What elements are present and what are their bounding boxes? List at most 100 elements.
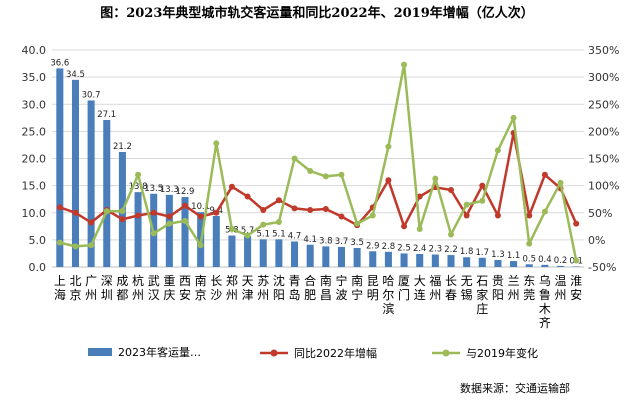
series-point-2: [291, 155, 298, 162]
x-category-label: 合肥: [304, 273, 316, 302]
series-point-1: [88, 219, 95, 226]
x-category-label: 乌鲁木齐: [539, 273, 551, 330]
x-category-label: 淮安: [570, 274, 582, 302]
series-point-2: [119, 208, 126, 215]
x-category-label: 福州: [429, 273, 441, 302]
x-category-label: 厦门: [398, 274, 410, 302]
x-category-label: 上海: [54, 274, 66, 302]
legend: 2023年客运量… 同比2022年增幅 与2019年变化: [88, 345, 538, 360]
x-category-label: 广州: [85, 274, 97, 302]
bar-data-label: 1.7: [476, 248, 490, 258]
x-category-label: 苏州: [257, 274, 269, 302]
bar-data-label: 1.3: [491, 250, 505, 260]
x-category-label: 郑州: [226, 273, 238, 302]
bar: [87, 100, 95, 267]
x-category-label: 大连: [414, 274, 426, 302]
bar: [56, 68, 64, 267]
right-tick-label: 100%: [588, 180, 619, 193]
bar: [463, 257, 471, 267]
series-point-1: [416, 193, 423, 200]
series-point-1: [291, 205, 298, 212]
bar: [181, 197, 189, 267]
bar-labels: 36.6 34.5 30.7 27.1 21.2 13.813.513.312.9 10.1…: [50, 58, 583, 266]
bar: [244, 236, 252, 267]
series-point-2: [494, 147, 501, 154]
series-point-2: [166, 220, 173, 227]
series-point-2: [213, 140, 220, 147]
series-point-2: [103, 208, 110, 215]
x-category-label: 温州: [555, 274, 567, 302]
bar: [337, 246, 345, 267]
bar: [275, 239, 283, 267]
series-point-1: [448, 186, 454, 193]
series-point-1: [228, 183, 235, 190]
left-tick-label: 0.0: [29, 261, 47, 274]
bar-data-label: 2.2: [444, 245, 458, 255]
bar-data-label: 12.9: [176, 187, 195, 197]
series-point-2: [72, 243, 79, 250]
series-point-2: [526, 240, 533, 247]
bar-data-label: 36.6: [50, 58, 69, 68]
series-point-2: [56, 239, 63, 246]
bar-data-label: 21.2: [113, 142, 132, 152]
bar: [510, 261, 518, 267]
series-point-2: [338, 171, 345, 178]
bar-data-label: 2.3: [429, 245, 443, 255]
series-point-2: [463, 201, 470, 208]
right-tick-label: 250%: [588, 98, 619, 111]
bar-data-label: 13.5: [144, 184, 163, 194]
bar: [494, 259, 502, 267]
series-point-2: [307, 167, 314, 174]
left-tick-label: 15.0: [22, 180, 47, 193]
series-point-2: [354, 220, 361, 227]
bar-data-label: 3.5: [350, 238, 364, 248]
legend-marker-1: [270, 349, 278, 357]
bar: [400, 253, 408, 267]
series-point-2: [557, 179, 564, 186]
bar: [322, 246, 330, 267]
x-category-label: 沈阳: [273, 273, 285, 302]
x-category-label: 杭州: [132, 273, 144, 302]
x-category-label: 西安: [179, 274, 191, 302]
left-tick-label: 25.0: [22, 125, 47, 138]
series-point-2: [510, 114, 517, 121]
bar-data-label: 13.3: [160, 185, 179, 195]
series-point-1: [72, 209, 79, 216]
bar: [165, 194, 173, 267]
x-category-label: 昆明: [367, 274, 379, 302]
bar-data-label: 10.1: [191, 202, 210, 212]
series-point-1: [56, 204, 63, 211]
bar: [259, 239, 267, 267]
bar: [384, 251, 392, 267]
series-point-1: [135, 212, 142, 219]
x-category-label: 天津: [242, 274, 254, 302]
left-axis: 0.0 5.0 10.0 15.0 20.0 25.0 30.0 35.0 40.0: [22, 44, 47, 274]
series-point-2: [369, 212, 376, 219]
legend-label-bar: 2023年客运量…: [118, 345, 201, 359]
bar-data-label: 27.1: [97, 110, 116, 120]
series-point-1: [385, 177, 392, 184]
legend-marker-2: [442, 349, 450, 357]
x-category-label: 南昌: [320, 273, 332, 302]
left-tick-label: 40.0: [22, 44, 47, 57]
series-point-2: [88, 242, 95, 249]
bar: [541, 264, 549, 267]
series-point-1: [275, 197, 282, 204]
x-category-label: 武汉: [148, 274, 160, 302]
right-tick-label: 350%: [588, 44, 619, 57]
legend-label-1: 同比2022年增幅: [294, 346, 377, 360]
left-tick-label: 5.0: [29, 234, 47, 247]
bar-data-label: 5.1: [272, 229, 286, 239]
bar-series: [56, 68, 580, 268]
series-point-2: [135, 171, 142, 178]
bar: [212, 216, 220, 267]
right-axis: -50% 0% 50% 100% 150% 200% 250% 300% 350%: [588, 44, 619, 274]
bar: [431, 254, 439, 267]
bar: [134, 192, 142, 267]
bar-data-label: 5.7: [241, 226, 255, 236]
bar: [557, 265, 565, 267]
series-point-2: [573, 257, 580, 264]
x-category-label: 南宁: [351, 273, 363, 302]
bar-data-label: 5.1: [256, 229, 270, 239]
